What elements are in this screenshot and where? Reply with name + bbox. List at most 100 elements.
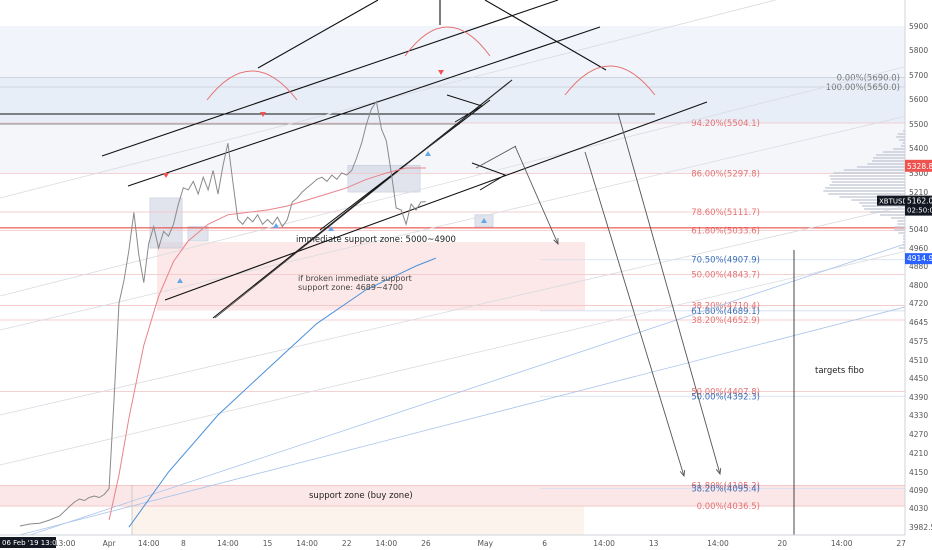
price-axis-tick: 5800: [909, 46, 928, 55]
price-axis-tick: 5210: [909, 188, 928, 197]
price-axis-tick: 4030: [909, 504, 928, 513]
fib-level-label: 0.00%(4036.5): [697, 502, 760, 512]
pivot-low-marker: [425, 151, 431, 156]
fib-band-upper: [0, 123, 905, 173]
time-axis-tick: 14:00: [593, 539, 615, 548]
pitchfork-ray: [0, 299, 932, 541]
time-axis-bg: [0, 535, 932, 550]
time-axis-tick: 14:00: [375, 539, 397, 548]
price-axis-tick: 4210: [909, 449, 928, 458]
projection-arrow: [584, 151, 685, 477]
trend-line: [257, 0, 379, 69]
current-price-value: 5162.0: [907, 197, 932, 206]
price-axis-tick: 4720: [909, 299, 928, 308]
fib-level-label: 38.20%(4710.4): [691, 301, 760, 311]
pivot-high-marker: [260, 112, 266, 117]
volume-profile-bar: [902, 142, 905, 144]
fib-level-label: 61.80%(4105.2): [691, 481, 760, 491]
top-resistance-zone: [0, 77, 905, 123]
volume-profile-bar: [864, 208, 905, 210]
time-axis-tick: May: [478, 539, 494, 548]
pitchfork-ray: [0, 244, 932, 466]
projection-arrow: [617, 112, 721, 475]
price-axis-tick: 4575: [909, 337, 928, 346]
volume-profile-bar: [903, 130, 905, 132]
arc-pattern: [404, 26, 491, 57]
volume-profile-bar: [869, 211, 905, 213]
price-series: [19, 70, 487, 527]
price-axis-tick: 5900: [909, 22, 928, 31]
arrow-head: [679, 469, 686, 478]
volume-profile-bar: [903, 235, 905, 237]
price-axis-tick: 3982.5: [909, 523, 932, 532]
fib-level-label: 61.80%(5033.6): [691, 227, 760, 237]
time-axis-tick: 22: [342, 539, 352, 548]
triangle-pattern: [446, 94, 484, 123]
volume-profile-bar: [867, 163, 905, 165]
volume-profile-bar: [903, 238, 905, 240]
volume-profile-bar: [831, 181, 905, 183]
background-zones: [0, 26, 905, 535]
bar-countdown: 02:50:01: [907, 207, 932, 215]
volume-profile-bar: [843, 169, 905, 171]
time-axis-highlight-label: 06 Feb '19 13:00: [2, 539, 61, 547]
fib-level-label: 0.00%(5690.0): [837, 73, 900, 83]
pitchfork-ray: [0, 199, 932, 416]
time-axis-tick: 27: [896, 539, 906, 548]
projection-arrow: [514, 145, 559, 245]
price-axis-tick: 4960: [909, 244, 928, 253]
fib-level-label: 38.20%(4652.9): [691, 316, 760, 326]
projection-line: [475, 145, 517, 169]
symbol-label: XBTUSD: [879, 198, 908, 206]
price-axis-tick: 5600: [909, 95, 928, 104]
price-axis-tick: 4645: [909, 318, 928, 327]
time-axis-tick: 6: [542, 539, 547, 548]
volume-profile-bar: [871, 160, 905, 162]
pivot-low-marker: [328, 226, 334, 231]
pivot-high-marker: [163, 173, 169, 178]
price-axis-tick: 4510: [909, 356, 928, 365]
moving-average-blue: [128, 257, 436, 528]
annotation-targets-fibo: targets fibo: [815, 366, 864, 376]
trend-line: [101, 0, 559, 157]
volume-profile-bar: [894, 229, 905, 231]
time-axis-tick: 13:00: [54, 539, 76, 548]
arrow-head: [553, 237, 559, 246]
volume-profile-bar: [875, 154, 905, 156]
buy-zone-band: [0, 485, 905, 507]
volume-profile-bar: [899, 139, 905, 141]
annotation-support-zone: support zone: 4689~4700: [298, 283, 403, 292]
trend-line: [484, 0, 607, 71]
pitchfork-ray: [0, 59, 932, 297]
moving-average-red: [108, 167, 426, 521]
ma-price-value: 4914.9: [907, 254, 932, 263]
volume-profile-bar: [893, 148, 905, 150]
moving-averages: [108, 167, 436, 528]
price-axis-bg: [905, 0, 932, 550]
time-axis-tick: 14:00: [296, 539, 318, 548]
volume-profile-bar: [830, 178, 905, 180]
time-axis-tick: Apr: [103, 539, 117, 548]
volume-profile-bar: [829, 184, 905, 186]
pitchfork-ray: [0, 234, 932, 546]
fibonacci-levels: 0.00%(5690.0)100.00%(5650.0) 94.20%(5504.…: [0, 73, 905, 512]
time-axis-highlight: [0, 537, 56, 548]
fib-level-label: 86.00%(5297.8): [691, 169, 760, 179]
volume-profile-bar: [823, 190, 905, 192]
trend-line: [127, 26, 601, 187]
price-axis-tick: 4880: [909, 262, 928, 271]
fib-blue-label: 50.00%(4392.3): [691, 392, 760, 402]
volume-profile-bar: [825, 187, 905, 189]
buy-zone-lower: [132, 506, 584, 535]
volume-profile-bar: [880, 214, 905, 216]
time-axis-tick: 15: [263, 539, 273, 548]
ma-price-tag: [905, 253, 932, 265]
fib-level-label: 100.00%(5650.0): [826, 83, 900, 93]
pitchfork-ray: [0, 109, 932, 331]
volume-profile-bar: [898, 232, 905, 234]
annotation-immediate-support: immediate support zone: 5000~4900: [296, 235, 456, 245]
price-axis-tick: 5400: [909, 144, 928, 153]
